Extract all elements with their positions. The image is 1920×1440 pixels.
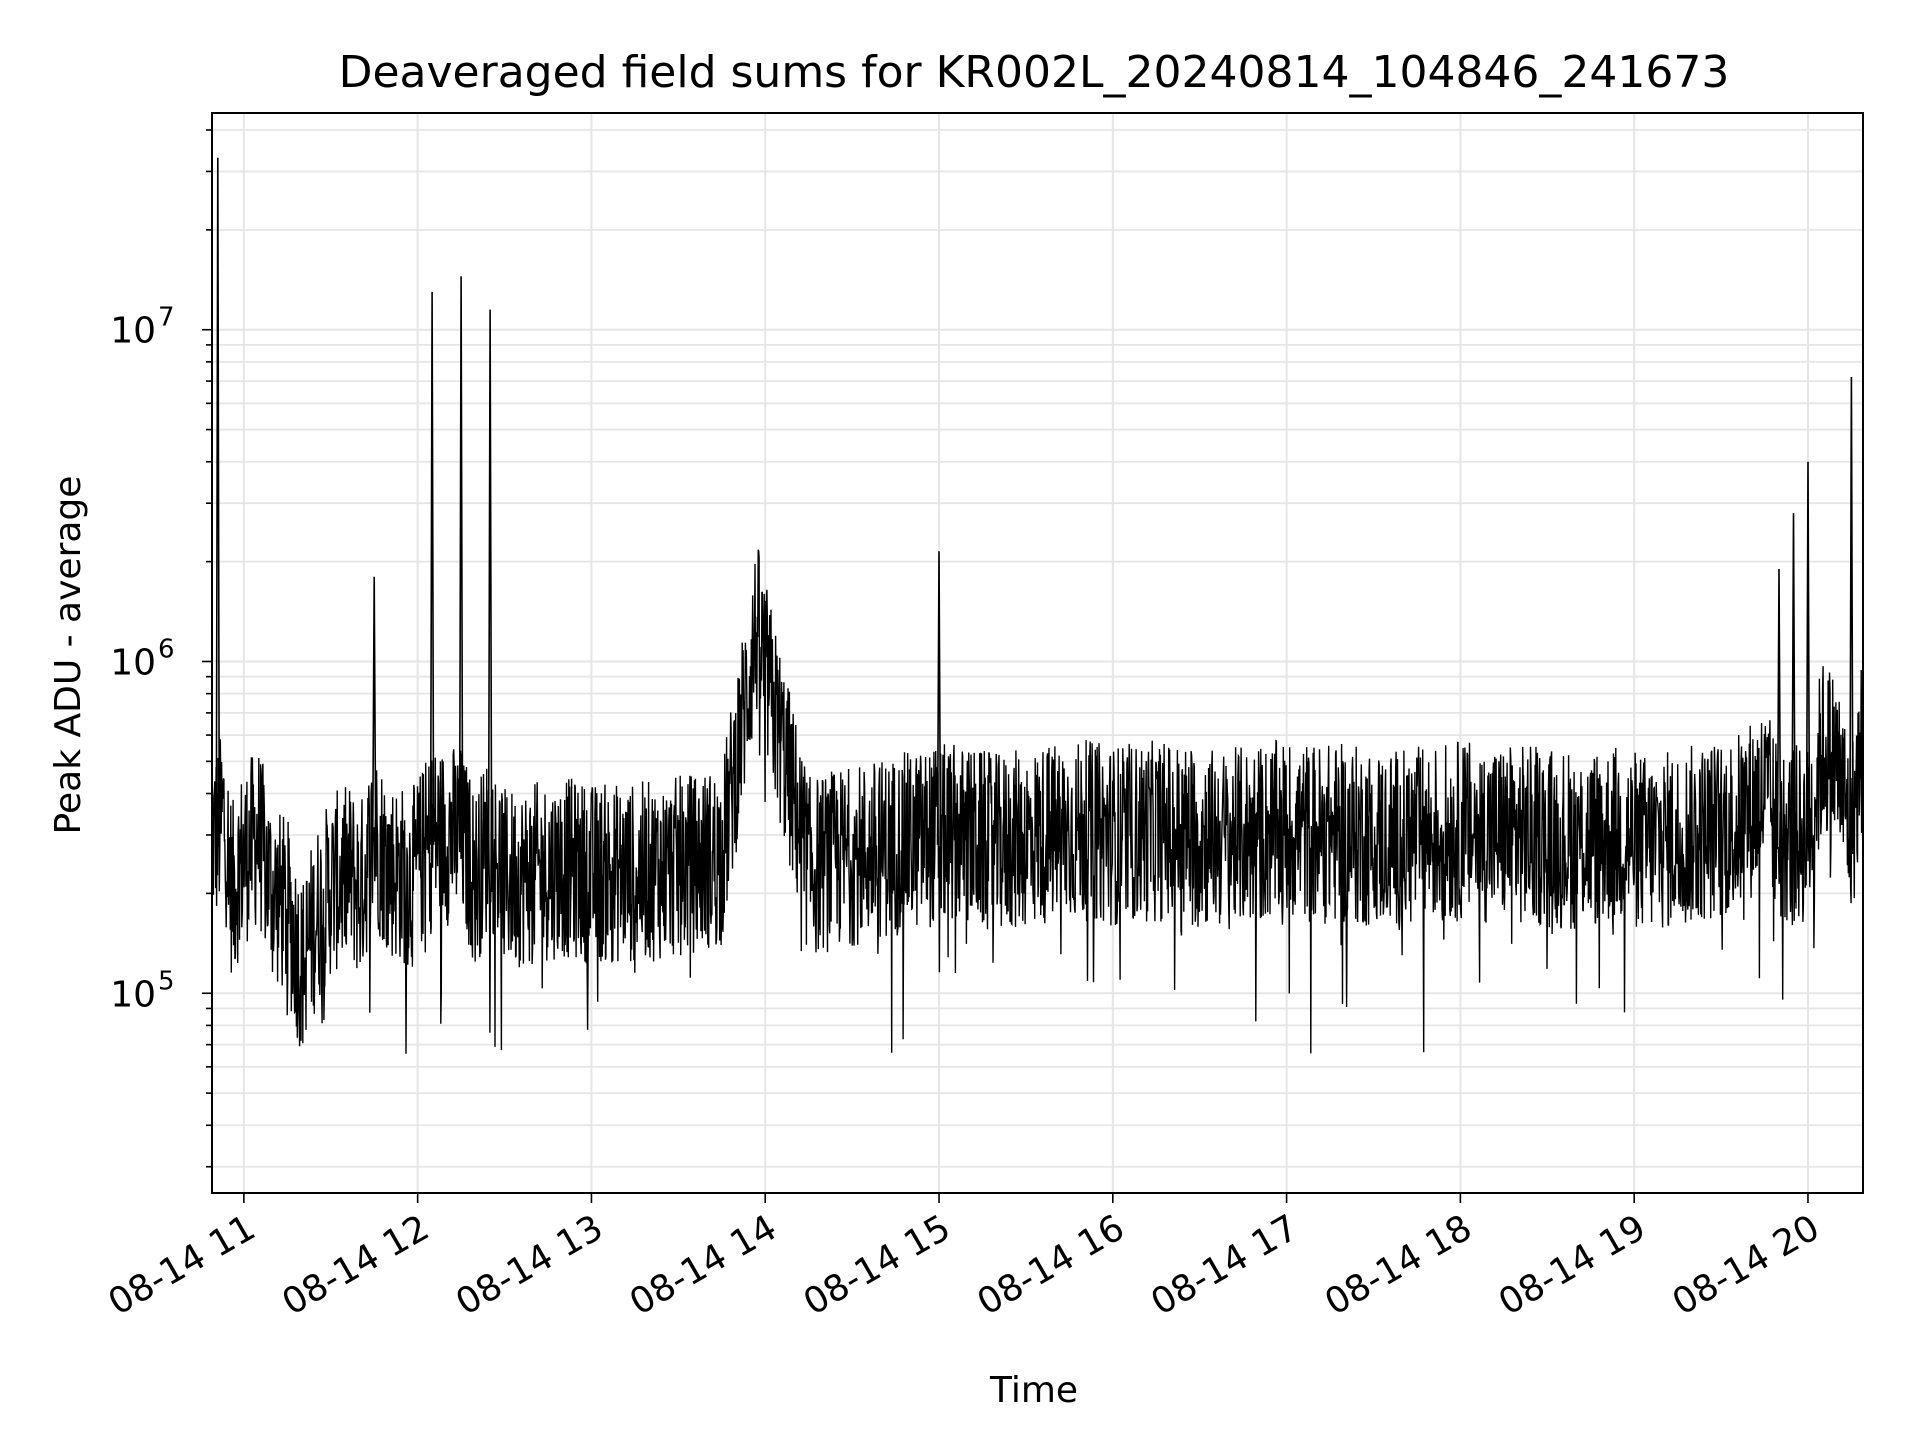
series-spike xyxy=(429,291,435,845)
y-tick-exponent: 5 xyxy=(158,966,175,996)
y-tick-base: 10 xyxy=(110,311,156,352)
x-tick-label: 08-14 13 xyxy=(449,1207,610,1323)
chart-title: Deaveraged field sums for KR002L_2024081… xyxy=(339,47,1730,98)
x-axis-label: Time xyxy=(989,1370,1078,1411)
x-tick-label: 08-14 18 xyxy=(1318,1207,1479,1323)
series-spike xyxy=(1805,461,1811,845)
plot-frame xyxy=(211,112,1864,1194)
y-tick-label: 10 xyxy=(110,974,156,1015)
x-tick-label: 08-14 17 xyxy=(1144,1207,1305,1323)
y-tick-label: 10 xyxy=(110,642,156,683)
series-spike xyxy=(371,576,377,845)
series-spike xyxy=(1776,568,1782,845)
x-tick-label: 08-14 15 xyxy=(797,1207,958,1323)
x-tick-label: 08-14 19 xyxy=(1492,1207,1653,1323)
x-tick-label: 08-14 11 xyxy=(102,1207,263,1323)
ticks: 08-14 11 08-14 12 08-14 13 08-14 14 08-14 15… xyxy=(102,129,1827,1324)
y-tick-label: 10 xyxy=(110,311,156,352)
y-tick-exponent: 6 xyxy=(158,634,175,664)
y-tick-base: 10 xyxy=(110,642,156,683)
series-spike xyxy=(215,157,221,845)
series-spike xyxy=(487,309,493,845)
series-line xyxy=(211,549,1864,1054)
series-line-group xyxy=(211,157,1864,1054)
y-tick-exponent: 7 xyxy=(158,303,175,333)
series-spike xyxy=(458,276,464,845)
series-spike xyxy=(1849,376,1854,845)
grid xyxy=(212,113,1863,1193)
x-tick-label: 08-14 16 xyxy=(971,1207,1132,1323)
series-spike xyxy=(936,551,942,845)
x-tick-label: 08-14 12 xyxy=(275,1207,436,1323)
y-tick-base: 10 xyxy=(110,974,156,1015)
x-tick-label: 08-14 14 xyxy=(623,1207,784,1323)
y-axis-label: Peak ADU - average xyxy=(48,476,89,835)
x-tick-label: 08-14 20 xyxy=(1666,1207,1827,1323)
series-spike xyxy=(1791,513,1796,845)
